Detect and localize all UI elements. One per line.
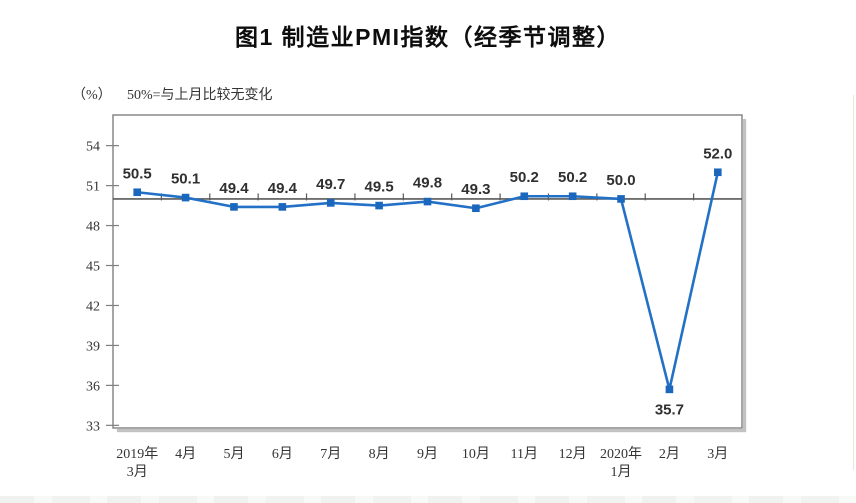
data-point-label: 50.5 — [123, 165, 152, 182]
x-axis-label: 9月 — [417, 446, 438, 462]
y-axis-tick-label: 54 — [86, 140, 100, 155]
data-point-label: 49.3 — [461, 181, 490, 198]
data-point-marker — [375, 201, 383, 210]
plot-frame-shadow-bottom — [117, 429, 746, 433]
data-point-marker — [423, 197, 432, 206]
data-point-marker — [181, 193, 190, 202]
x-axis-label: 8月 — [369, 446, 390, 462]
data-point-label: 49.4 — [268, 180, 298, 197]
y-axis-tick-label: 51 — [86, 180, 100, 195]
data-point-marker — [278, 203, 287, 211]
x-axis-label: 2020年 — [600, 446, 642, 462]
data-point-label: 52.0 — [703, 145, 732, 162]
cropped-next-row-artifact — [0, 496, 856, 503]
x-axis-label: 3月 — [127, 464, 148, 480]
x-axis-label: 4月 — [175, 446, 196, 462]
data-point-marker — [326, 199, 335, 207]
y-axis-tick-label: 33 — [86, 419, 100, 434]
y-axis-unit-label: （%） — [72, 88, 112, 103]
y-axis-tick-label: 36 — [86, 379, 100, 394]
x-axis-label: 11月 — [511, 446, 538, 462]
data-point-marker — [472, 204, 480, 213]
reference-line-note: 50%=与上月比较无变化 — [127, 88, 273, 103]
x-axis-label: 2019年 — [116, 446, 158, 462]
data-point-label: 35.7 — [655, 401, 684, 418]
y-axis-tick-label: 39 — [86, 339, 100, 354]
plot-frame — [112, 114, 743, 429]
y-axis-tick-label: 42 — [86, 299, 100, 314]
data-point-label: 49.7 — [316, 176, 345, 193]
data-point-marker — [230, 203, 238, 211]
x-axis-label: 7月 — [320, 446, 341, 462]
x-axis-label: 3月 — [707, 446, 728, 462]
x-axis-label: 2月 — [659, 446, 680, 462]
x-axis-label: 10月 — [462, 446, 490, 462]
data-point-label: 50.1 — [171, 171, 200, 188]
data-point-marker — [568, 192, 577, 201]
y-axis-tick-label: 45 — [86, 260, 100, 275]
data-point-label: 50.0 — [606, 172, 635, 189]
x-axis-label: 1月 — [611, 464, 632, 480]
data-point-marker — [617, 195, 625, 203]
data-point-marker — [520, 192, 529, 201]
data-point-marker — [665, 385, 674, 394]
x-axis-label: 5月 — [223, 446, 244, 462]
x-axis-label: 12月 — [559, 446, 587, 462]
data-point-label: 49.5 — [365, 179, 394, 196]
data-point-label: 49.8 — [413, 175, 442, 192]
y-axis-tick-label: 48 — [86, 220, 100, 235]
data-point-label: 49.4 — [219, 180, 249, 197]
x-axis-label: 6月 — [272, 446, 293, 462]
chart-title: 图1 制造业PMI指数（经季节调整） — [234, 24, 622, 50]
data-point-label: 50.2 — [558, 169, 587, 186]
page-right-edge-line — [853, 95, 854, 470]
data-point-marker — [714, 168, 722, 177]
data-point-marker — [133, 188, 141, 197]
data-point-label: 50.2 — [510, 169, 539, 186]
plot-frame-shadow-right — [743, 119, 747, 432]
